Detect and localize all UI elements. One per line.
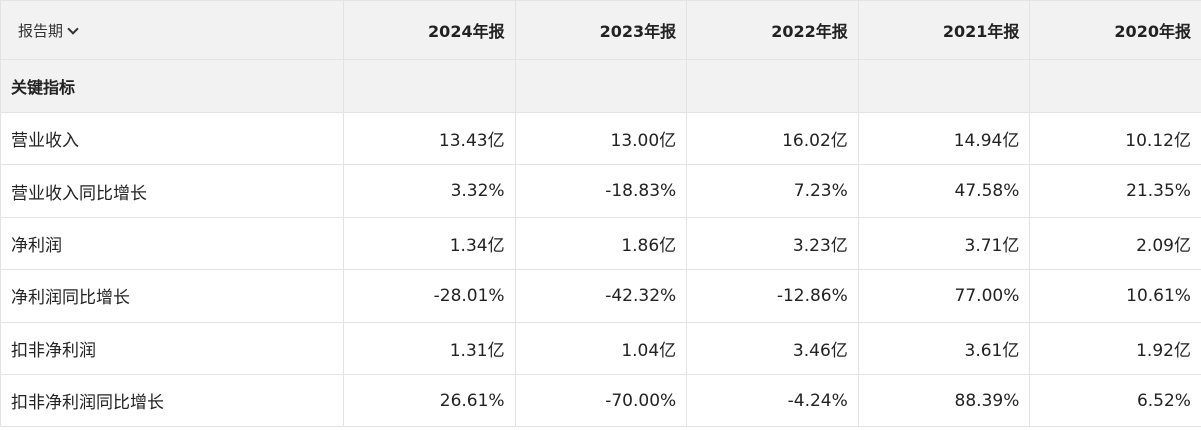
- section-empty-cell: [686, 59, 859, 113]
- value-cell: 1.34亿: [343, 216, 516, 271]
- section-title: 关键指标: [0, 59, 344, 113]
- chevron-down-icon: [67, 22, 79, 35]
- value-cell: -4.24%: [686, 373, 859, 428]
- value-cell: 14.94亿: [857, 111, 1031, 166]
- value-cell: 6.52%: [1029, 373, 1201, 428]
- value-cell: 10.61%: [1029, 269, 1201, 323]
- table-row: 扣非净利润同比增长 26.61% -70.00% -4.24% 88.39% 6…: [0, 373, 1201, 428]
- value-cell: 1.31亿: [343, 321, 516, 375]
- value-cell: 1.92亿: [1029, 321, 1201, 375]
- value-cell: -70.00%: [514, 373, 688, 428]
- value-cell: 26.61%: [343, 373, 516, 428]
- year-header-2020: 2020年报: [1029, 0, 1201, 60]
- table-row: 营业收入 13.43亿 13.00亿 16.02亿 14.94亿 10.12亿: [0, 111, 1201, 166]
- report-period-dropdown[interactable]: 报告期: [0, 0, 344, 60]
- value-cell: 21.35%: [1029, 164, 1201, 218]
- year-header-2022: 2022年报: [686, 0, 859, 60]
- section-empty-cell: [514, 59, 688, 113]
- table-row: 营业收入同比增长 3.32% -18.83% 7.23% 47.58% 21.3…: [0, 164, 1201, 218]
- value-cell: 88.39%: [857, 373, 1031, 428]
- value-cell: 77.00%: [857, 269, 1031, 323]
- value-cell: 2.09亿: [1029, 216, 1201, 271]
- value-cell: -42.32%: [514, 269, 688, 323]
- row-label: 营业收入: [0, 111, 344, 166]
- section-empty-cell: [343, 59, 516, 113]
- section-empty-cell: [857, 59, 1031, 113]
- section-empty-cell: [1029, 59, 1201, 113]
- year-header-2021: 2021年报: [857, 0, 1031, 60]
- value-cell: -12.86%: [686, 269, 859, 323]
- section-row-key-indicators: 关键指标: [0, 59, 1201, 113]
- value-cell: -28.01%: [343, 269, 516, 323]
- table-row: 扣非净利润 1.31亿 1.04亿 3.46亿 3.61亿 1.92亿: [0, 321, 1201, 375]
- year-header-2023: 2023年报: [514, 0, 688, 60]
- row-label: 扣非净利润: [0, 321, 344, 375]
- row-label: 净利润同比增长: [0, 269, 344, 323]
- row-label: 净利润: [0, 216, 344, 271]
- table-row: 净利润同比增长 -28.01% -42.32% -12.86% 77.00% 1…: [0, 269, 1201, 323]
- value-cell: 3.71亿: [857, 216, 1031, 271]
- value-cell: 1.86亿: [514, 216, 688, 271]
- value-cell: 13.43亿: [343, 111, 516, 166]
- value-cell: -18.83%: [514, 164, 688, 218]
- value-cell: 7.23%: [686, 164, 859, 218]
- value-cell: 3.23亿: [686, 216, 859, 271]
- value-cell: 10.12亿: [1029, 111, 1201, 166]
- value-cell: 16.02亿: [686, 111, 859, 166]
- value-cell: 13.00亿: [514, 111, 688, 166]
- year-header-2024: 2024年报: [343, 0, 516, 60]
- value-cell: 47.58%: [857, 164, 1031, 218]
- header-row: 报告期 2024年报 2023年报 2022年报 2021年报 2020年报: [0, 0, 1201, 60]
- value-cell: 1.04亿: [514, 321, 688, 375]
- row-label: 扣非净利润同比增长: [0, 373, 344, 428]
- row-label: 营业收入同比增长: [0, 164, 344, 218]
- value-cell: 3.61亿: [857, 321, 1031, 375]
- value-cell: 3.46亿: [686, 321, 859, 375]
- value-cell: 3.32%: [343, 164, 516, 218]
- report-period-label: 报告期: [18, 21, 64, 40]
- table-row: 净利润 1.34亿 1.86亿 3.23亿 3.71亿 2.09亿: [0, 216, 1201, 271]
